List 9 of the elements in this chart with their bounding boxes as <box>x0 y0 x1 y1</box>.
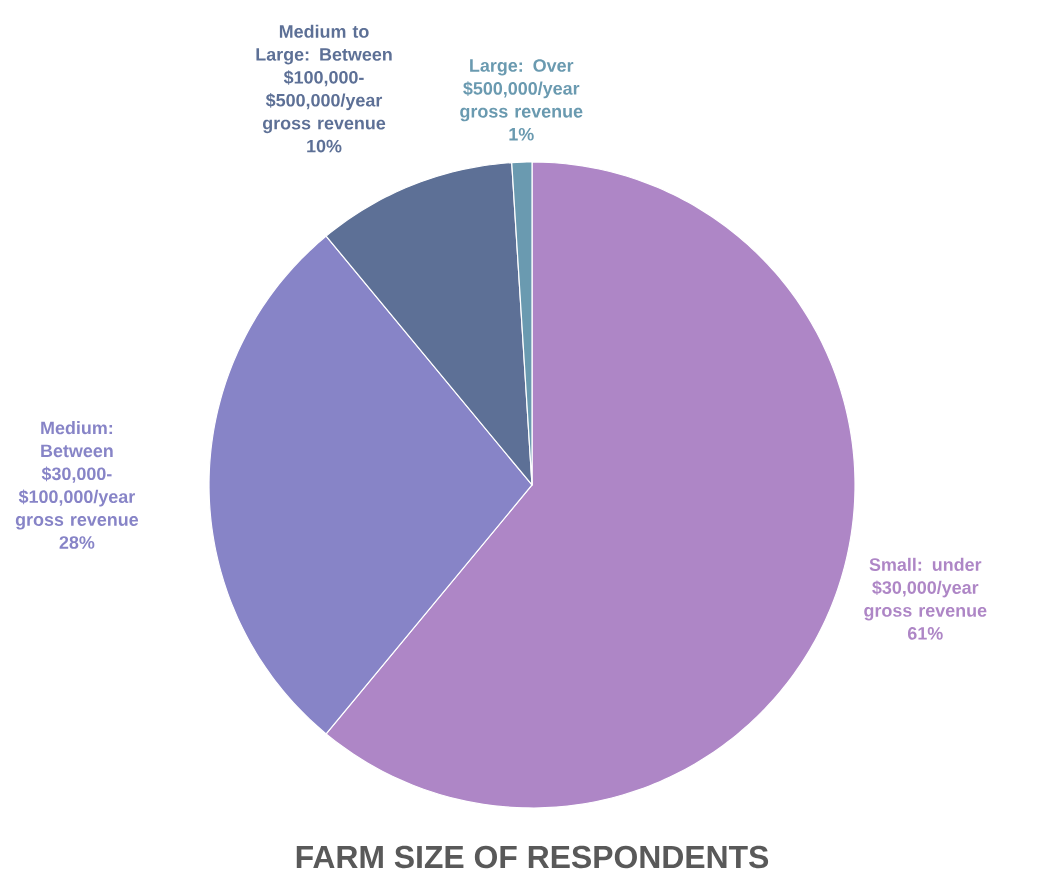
data-label: 1% <box>509 127 534 141</box>
text: FARM SIZE OF RESPONDENTS <box>296 845 769 869</box>
slice-label: Small: under $30,000/year gross revenue <box>864 557 987 621</box>
data-label: 10% <box>307 139 342 153</box>
slice-label: Large: Over $500,000/year gross revenue <box>460 59 583 122</box>
data-label: 61% <box>907 627 943 640</box>
data-label: 28% <box>59 536 95 549</box>
slice-label: Medium to Large: Between $100,000-$500,000/year gross revenue <box>256 24 392 134</box>
slice-label: Medium: Between $30,000-$100,000/year gross revenue <box>15 421 139 530</box>
